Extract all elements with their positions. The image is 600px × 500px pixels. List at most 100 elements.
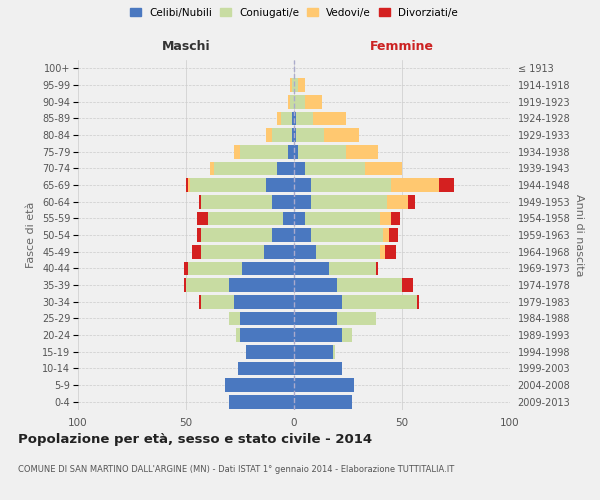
Bar: [294, 212, 305, 225]
Bar: [298, 78, 305, 92]
Bar: [380, 245, 385, 258]
Bar: [383, 228, 389, 242]
Bar: [439, 178, 454, 192]
Bar: [391, 178, 439, 192]
Bar: [201, 245, 264, 258]
Bar: [208, 212, 283, 225]
Bar: [283, 212, 294, 225]
Bar: [264, 245, 294, 258]
Bar: [292, 78, 294, 92]
Legend: Celibi/Nubili, Coniugati/e, Vedovi/e, Divorziati/e: Celibi/Nubili, Coniugati/e, Vedovi/e, Di…: [130, 8, 458, 18]
Bar: [294, 145, 298, 158]
Bar: [184, 262, 188, 275]
Bar: [190, 178, 266, 192]
Bar: [294, 245, 316, 258]
Bar: [229, 395, 294, 408]
Bar: [294, 128, 296, 142]
Bar: [199, 195, 201, 208]
Text: Popolazione per età, sesso e stato civile - 2014: Popolazione per età, sesso e stato civil…: [18, 432, 372, 446]
Bar: [193, 245, 201, 258]
Bar: [341, 328, 352, 342]
Bar: [294, 78, 298, 92]
Bar: [391, 212, 400, 225]
Bar: [240, 145, 287, 158]
Bar: [294, 162, 305, 175]
Y-axis label: Anni di nascita: Anni di nascita: [574, 194, 584, 276]
Bar: [287, 145, 294, 158]
Bar: [292, 128, 294, 142]
Bar: [197, 212, 208, 225]
Bar: [316, 245, 380, 258]
Bar: [294, 395, 352, 408]
Bar: [201, 295, 233, 308]
Bar: [272, 195, 294, 208]
Bar: [337, 312, 376, 325]
Bar: [294, 312, 337, 325]
Bar: [341, 295, 417, 308]
Bar: [210, 162, 214, 175]
Bar: [296, 112, 313, 125]
Bar: [197, 228, 201, 242]
Bar: [305, 95, 322, 108]
Bar: [294, 262, 329, 275]
Bar: [333, 345, 335, 358]
Bar: [294, 112, 296, 125]
Bar: [365, 162, 402, 175]
Bar: [329, 262, 376, 275]
Bar: [294, 195, 311, 208]
Bar: [290, 78, 292, 92]
Bar: [298, 145, 346, 158]
Bar: [233, 295, 294, 308]
Bar: [186, 178, 188, 192]
Bar: [294, 328, 341, 342]
Bar: [272, 128, 292, 142]
Bar: [188, 262, 242, 275]
Text: COMUNE DI SAN MARTINO DALL'ARGINE (MN) - Dati ISTAT 1° gennaio 2014 - Elaborazio: COMUNE DI SAN MARTINO DALL'ARGINE (MN) -…: [18, 465, 454, 474]
Bar: [240, 312, 294, 325]
Bar: [236, 328, 240, 342]
Bar: [238, 362, 294, 375]
Bar: [201, 228, 272, 242]
Bar: [214, 162, 277, 175]
Bar: [184, 278, 186, 292]
Bar: [305, 162, 365, 175]
Bar: [247, 345, 294, 358]
Bar: [294, 178, 311, 192]
Bar: [380, 212, 391, 225]
Bar: [337, 278, 402, 292]
Bar: [294, 228, 311, 242]
Bar: [266, 178, 294, 192]
Bar: [294, 95, 305, 108]
Bar: [402, 278, 413, 292]
Bar: [409, 195, 415, 208]
Bar: [313, 112, 346, 125]
Bar: [242, 262, 294, 275]
Bar: [201, 195, 272, 208]
Bar: [229, 278, 294, 292]
Bar: [287, 95, 290, 108]
Bar: [376, 262, 378, 275]
Bar: [233, 145, 240, 158]
Bar: [292, 112, 294, 125]
Bar: [186, 278, 229, 292]
Bar: [296, 128, 324, 142]
Text: Maschi: Maschi: [161, 40, 211, 54]
Bar: [272, 228, 294, 242]
Bar: [294, 362, 341, 375]
Bar: [311, 178, 391, 192]
Bar: [311, 195, 387, 208]
Bar: [294, 278, 337, 292]
Text: Femmine: Femmine: [370, 40, 434, 54]
Bar: [389, 228, 398, 242]
Bar: [385, 245, 395, 258]
Bar: [277, 112, 281, 125]
Bar: [281, 112, 292, 125]
Bar: [346, 145, 378, 158]
Bar: [294, 378, 355, 392]
Bar: [417, 295, 419, 308]
Bar: [277, 162, 294, 175]
Bar: [294, 345, 333, 358]
Bar: [240, 328, 294, 342]
Bar: [305, 212, 380, 225]
Bar: [311, 228, 383, 242]
